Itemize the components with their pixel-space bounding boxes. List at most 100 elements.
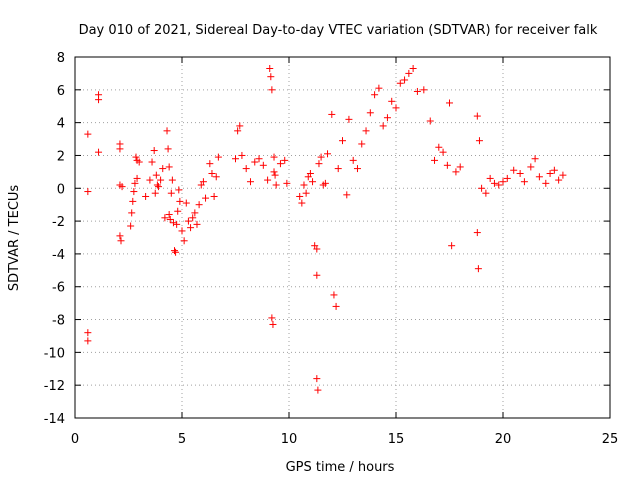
data-point: [345, 115, 353, 123]
data-point: [191, 209, 199, 217]
data-point: [157, 176, 165, 184]
data-point: [133, 174, 141, 182]
data-point: [84, 337, 92, 345]
data-point: [132, 153, 140, 161]
y-tick-label: -2: [52, 215, 65, 230]
x-tick-label: 20: [495, 432, 512, 447]
data-point: [159, 165, 167, 173]
data-point: [396, 79, 404, 87]
y-tick-label: 6: [57, 84, 65, 99]
tick-layer: [74, 56, 611, 419]
data-point: [383, 114, 391, 122]
data-point: [339, 137, 346, 145]
data-point: [435, 143, 443, 151]
data-point: [362, 127, 370, 135]
data-point: [272, 181, 280, 189]
data-point: [232, 155, 239, 163]
data-point: [431, 156, 439, 164]
data-point: [163, 127, 171, 135]
data-point: [180, 237, 188, 245]
data-point: [478, 184, 486, 192]
data-point: [495, 181, 503, 189]
data-point: [117, 237, 125, 245]
data-point: [208, 170, 216, 178]
data-point: [401, 76, 409, 84]
y-tick-label: 8: [57, 51, 65, 66]
data-point: [270, 168, 278, 176]
points-layer: [84, 64, 567, 394]
data-point: [371, 91, 379, 99]
data-point: [246, 178, 254, 186]
data-point: [178, 227, 186, 235]
data-point: [142, 192, 150, 200]
y-tick-label: -14: [44, 412, 65, 427]
data-point: [152, 171, 160, 179]
data-point: [298, 199, 306, 207]
y-tick-label: -10: [44, 346, 65, 361]
data-point: [176, 197, 184, 205]
data-point: [129, 197, 137, 205]
data-point: [353, 165, 361, 173]
data-point: [405, 69, 413, 77]
y-tick-label: 2: [57, 149, 65, 164]
data-point: [490, 179, 498, 187]
data-point: [167, 189, 175, 197]
data-point: [473, 112, 481, 120]
data-point: [210, 192, 218, 200]
data-point: [317, 153, 325, 161]
data-point: [202, 194, 210, 202]
data-point: [328, 110, 336, 118]
data-point: [131, 179, 139, 187]
data-point: [309, 178, 317, 186]
data-point: [266, 64, 274, 72]
data-point: [474, 265, 482, 273]
y-axis-title: SDTVAR / TECUs: [7, 185, 22, 292]
data-point: [195, 201, 203, 209]
x-tick-label: 5: [178, 432, 186, 447]
data-point: [314, 386, 322, 394]
data-point: [150, 147, 158, 155]
data-point: [527, 163, 535, 171]
data-point: [165, 211, 173, 219]
data-point: [84, 329, 92, 337]
data-point: [313, 245, 321, 253]
data-point: [171, 247, 179, 255]
data-point: [531, 155, 539, 163]
data-point: [358, 140, 366, 148]
data-point: [212, 173, 220, 181]
data-point: [236, 122, 244, 130]
data-point: [392, 104, 400, 112]
data-point: [349, 156, 357, 164]
x-tick-label: 10: [281, 432, 298, 447]
data-point: [550, 166, 558, 174]
data-point: [283, 179, 291, 187]
data-point: [388, 97, 396, 105]
data-point: [84, 188, 92, 196]
data-point: [300, 181, 308, 189]
data-point: [130, 188, 138, 196]
data-point: [276, 160, 284, 168]
x-tick-label: 25: [602, 432, 619, 447]
data-point: [206, 160, 214, 168]
data-point: [182, 199, 190, 207]
data-point: [161, 214, 169, 222]
data-point: [473, 229, 481, 237]
data-point: [426, 117, 434, 125]
data-point: [499, 178, 507, 186]
data-point: [95, 96, 103, 104]
data-point: [84, 130, 92, 138]
data-point: [420, 86, 428, 94]
data-point: [118, 183, 126, 191]
data-point: [456, 163, 464, 171]
data-point: [443, 161, 451, 169]
data-point: [542, 179, 550, 187]
x-axis-title: GPS time / hours: [286, 460, 395, 475]
data-point: [546, 170, 554, 178]
data-point: [268, 86, 276, 94]
data-point: [169, 219, 177, 227]
data-point: [313, 271, 321, 279]
data-point: [135, 158, 143, 166]
data-point: [193, 220, 201, 228]
data-point: [446, 99, 453, 107]
x-tick-label: 15: [388, 432, 405, 447]
